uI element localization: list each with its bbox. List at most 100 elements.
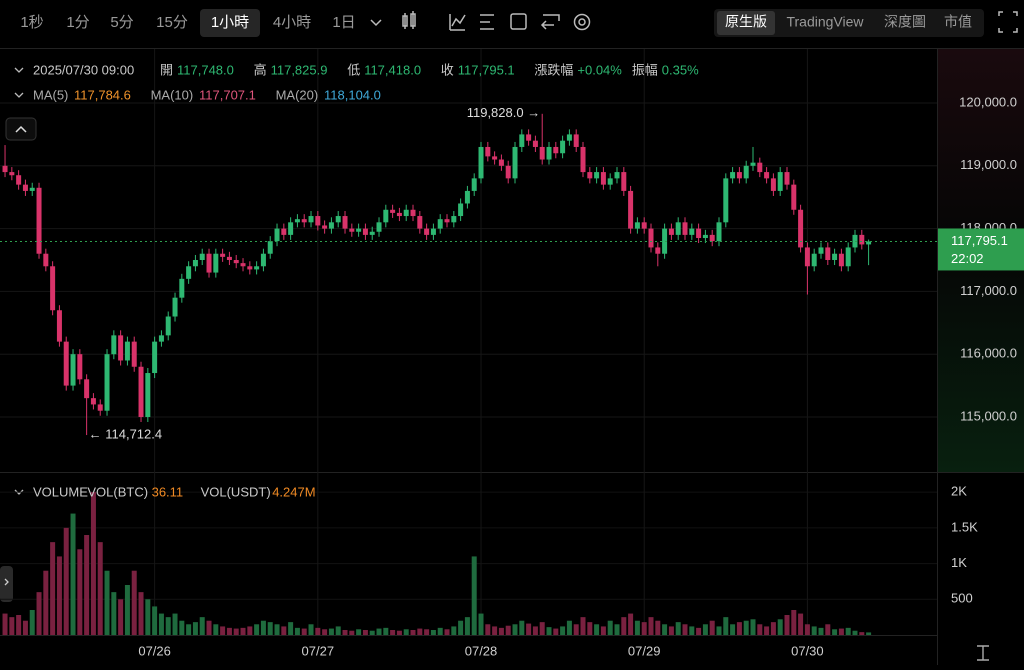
volume-bar (832, 629, 838, 635)
drawing-icon[interactable] (510, 13, 527, 30)
info-label: 收 (441, 62, 454, 77)
candle-body (859, 234, 865, 245)
x-tick-label: 07/26 (138, 643, 171, 658)
volume-bar (199, 617, 205, 635)
volume-bar (342, 630, 348, 635)
candle-icon[interactable] (402, 11, 416, 29)
candle-body (254, 266, 260, 270)
view-button[interactable]: 原生版 (725, 14, 767, 30)
candle-body (437, 219, 443, 229)
candle-body (90, 398, 96, 405)
volume-bar (546, 627, 552, 635)
candle-body (118, 335, 124, 361)
candle-body (97, 404, 103, 411)
candle-body (736, 172, 742, 179)
candle-body (369, 231, 375, 235)
candle-body (832, 253, 838, 260)
volume-bar (777, 619, 783, 635)
volume-bar (424, 629, 430, 635)
candle-body (315, 216, 321, 226)
volume-bar (213, 624, 219, 635)
pane-chevrons (14, 67, 24, 495)
interval-dropdown[interactable] (370, 19, 382, 27)
view-switch-bg (714, 9, 984, 37)
interval-button[interactable]: 1分 (66, 14, 89, 31)
candle-body (63, 341, 69, 386)
candle-body (444, 219, 450, 223)
replay-icon[interactable] (540, 14, 560, 30)
candle-body (281, 228, 287, 235)
volume-bar (172, 613, 178, 635)
info-label: 開 (160, 62, 173, 77)
interval-button[interactable]: 4小時 (273, 14, 311, 31)
candle-body (614, 172, 620, 179)
interval-button[interactable]: 1小時 (211, 14, 249, 31)
volume-bar (825, 624, 831, 635)
candle-body (798, 209, 804, 248)
candle-body (22, 184, 28, 191)
volume-bar (77, 549, 83, 635)
volume-bar (600, 626, 606, 635)
candle-body (845, 247, 851, 267)
volume-bar (444, 629, 450, 635)
volume-bar (22, 620, 28, 635)
last-price-label: 117,795.1 (951, 233, 1008, 248)
candle-body (818, 247, 824, 254)
volume-bar (526, 623, 532, 635)
candle-body (417, 216, 423, 229)
volume-bar (750, 619, 756, 635)
settings-icon[interactable] (573, 13, 591, 31)
volume-bar (328, 628, 334, 635)
candle-body (152, 341, 158, 374)
scale-icon[interactable] (977, 645, 989, 661)
volume-bar (580, 617, 586, 635)
view-button[interactable]: 深度圖 (884, 14, 926, 30)
collapse-button[interactable] (5, 117, 37, 141)
volume-bar (369, 630, 375, 635)
candle-body (240, 263, 246, 267)
view-button[interactable]: TradingView (786, 14, 864, 30)
candle-body (390, 209, 396, 213)
view-active-bg (717, 11, 775, 35)
candle-body (532, 140, 538, 147)
view-button[interactable]: 市值 (944, 14, 972, 30)
interval-button[interactable]: 5分 (110, 14, 133, 31)
volume-bar (621, 617, 627, 635)
candle-body (43, 253, 49, 267)
interval-button[interactable]: 1秒 (20, 14, 43, 31)
y-tick-label: 116,000.0 (960, 346, 1017, 361)
layout-icon[interactable] (480, 14, 494, 30)
candle-body (226, 256, 232, 260)
candle-body (505, 165, 511, 179)
candle-body (165, 316, 171, 336)
volume-legend-value: 4.247M (272, 484, 315, 499)
side-handle[interactable] (0, 566, 13, 602)
x-tick-label: 07/29 (628, 643, 661, 658)
volume-bar (430, 630, 436, 635)
volume-bar (519, 620, 525, 635)
volume-bar (471, 556, 477, 635)
candle-body (145, 373, 151, 417)
volume-bar (791, 610, 797, 635)
last-price-box (938, 228, 1024, 271)
ma-label: MA(20) (276, 87, 319, 102)
indicator-icon[interactable] (449, 14, 466, 31)
candle-body (730, 172, 736, 179)
interval-button[interactable]: 15分 (156, 14, 188, 31)
toolbar: 1秒 1分 5分 15分 1小時 4小時 1日 原生版 TradingView 深度圖 市值 (20, 9, 1018, 37)
candle-body (866, 241, 872, 245)
candle-body (852, 234, 858, 248)
interval-button[interactable]: 1日 (332, 14, 355, 31)
candle-body (104, 354, 110, 411)
volume-bar (716, 626, 722, 635)
volume-tick-label: 1.5K (951, 519, 978, 534)
candle-body (362, 228, 368, 235)
plot (0, 113, 937, 635)
fullscreen-icon[interactable] (998, 11, 1018, 33)
candle-body (301, 219, 307, 223)
volume-bar (124, 585, 130, 635)
volume-bar (226, 627, 232, 635)
candle-body (192, 260, 198, 267)
volume-bar (396, 630, 402, 635)
candle-body (56, 310, 62, 342)
